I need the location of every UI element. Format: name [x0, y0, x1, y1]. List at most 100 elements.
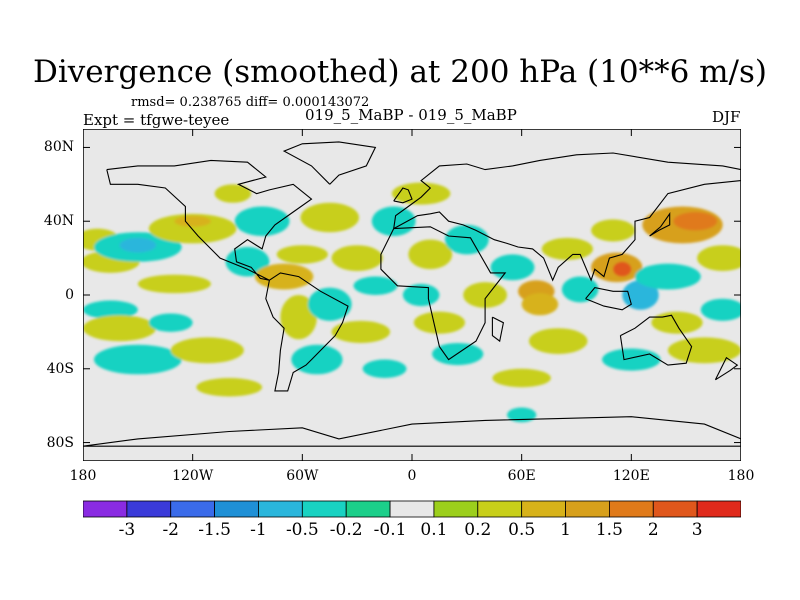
divergence-contour	[83, 315, 157, 342]
coastline	[393, 187, 413, 204]
coastline	[649, 212, 671, 237]
divergence-contour	[307, 287, 352, 321]
divergence-contour	[225, 247, 270, 277]
colorbar-swatch	[433, 500, 479, 518]
plot-title: Divergence (smoothed) at 200 hPa (10**6 …	[33, 54, 767, 90]
divergence-contour	[331, 320, 391, 343]
colorbar-label: -0.2	[329, 520, 363, 540]
divergence-contour	[413, 311, 466, 334]
colorbar-swatch	[389, 500, 435, 518]
colorbar-swatch	[301, 500, 347, 518]
colorbar-swatch	[214, 500, 259, 518]
coastline	[585, 286, 632, 311]
rmsd-diff-stats: rmsd= 0.238765 diff= 0.000143072	[131, 95, 370, 110]
colorbar-label: 0.1	[420, 520, 448, 540]
colorbar-label: -1.5	[198, 520, 231, 540]
coastline	[619, 314, 693, 366]
lat-tick-label: 0	[65, 287, 74, 303]
colorbar-swatch	[126, 500, 172, 518]
colorbar-label: 1	[560, 520, 571, 540]
divergence-contour	[444, 224, 489, 255]
divergence-contour	[276, 245, 328, 264]
divergence-contour	[196, 378, 263, 397]
colorbar-swatch	[565, 500, 610, 518]
season-label: DJF	[712, 108, 741, 126]
divergence-contour	[591, 219, 635, 242]
divergence-contour	[507, 407, 537, 423]
divergence-contour	[254, 263, 314, 290]
colorbar-swatch	[170, 500, 215, 518]
colorbar-label: -0.5	[285, 520, 319, 540]
colorbar-label: 0.5	[508, 520, 536, 540]
divergence-contour	[371, 206, 416, 236]
divergence-contour	[634, 263, 701, 290]
divergence-contour	[174, 215, 211, 227]
lon-tick-label: 180	[727, 468, 755, 484]
divergence-contour	[561, 276, 599, 303]
divergence-map	[83, 129, 741, 461]
divergence-contour	[463, 282, 508, 308]
divergence-contour	[83, 300, 138, 319]
coastline	[714, 356, 739, 381]
lat-tick-label: 80N	[43, 139, 74, 156]
divergence-contour	[93, 344, 182, 375]
lon-tick-label: 120E	[612, 468, 650, 484]
colorbar-swatch	[258, 500, 303, 518]
colorbar-swatch	[521, 500, 566, 518]
divergence-contour	[651, 311, 703, 334]
divergence-contour	[331, 245, 383, 272]
experiment-label: Expt = tfgwe-teyee	[83, 111, 230, 129]
divergence-contour	[234, 206, 290, 236]
colorbar-label: -0.1	[373, 520, 407, 540]
colorbar-label: -2	[162, 520, 179, 540]
colorbar-label: -1	[250, 520, 267, 540]
coastline	[265, 272, 349, 392]
lat-tick-label: 40N	[43, 213, 74, 230]
divergence-contour	[402, 283, 440, 307]
colorbar-swatch	[477, 500, 523, 518]
divergence-contour	[541, 237, 593, 260]
divergence-contour	[408, 239, 453, 270]
divergence-contour	[697, 245, 741, 272]
colorbar-swatch	[696, 500, 741, 518]
colorbar-label: 1.5	[595, 520, 623, 540]
divergence-contour	[170, 337, 244, 364]
coastline	[491, 316, 505, 343]
coastline	[393, 152, 741, 282]
divergence-contour	[353, 276, 398, 295]
colorbar	[83, 500, 741, 518]
divergence-contour	[528, 328, 588, 355]
colorbar-label: 0.2	[464, 520, 492, 540]
divergence-contour	[673, 212, 718, 231]
coastline	[380, 226, 507, 361]
divergence-contour	[667, 337, 741, 364]
colorbar-label: -3	[118, 520, 136, 540]
lon-tick-label: 60E	[507, 468, 536, 484]
divergence-contour	[280, 295, 317, 340]
coastline	[282, 141, 377, 185]
divergence-contour	[119, 237, 157, 253]
divergence-contour	[490, 254, 535, 281]
lon-tick-label: 0	[407, 468, 417, 484]
coastline	[106, 159, 313, 281]
colorbar-label: 3	[691, 520, 703, 540]
divergence-contour	[613, 261, 632, 277]
colorbar-label: 2	[647, 520, 659, 540]
divergence-contour	[700, 298, 741, 321]
lat-tick-label: 80S	[46, 434, 74, 451]
lon-tick-label: 120W	[172, 468, 214, 484]
divergence-contour	[391, 182, 451, 205]
divergence-contour	[148, 313, 193, 332]
divergence-contour	[362, 359, 407, 378]
colorbar-swatch	[609, 500, 654, 518]
divergence-contour	[291, 344, 343, 375]
colorbar-swatch	[345, 500, 391, 518]
colorbar-swatch	[83, 500, 128, 518]
divergence-contour	[214, 184, 252, 203]
divergence-contour	[521, 293, 559, 316]
divergence-contour	[300, 202, 359, 233]
divergence-contour	[148, 213, 237, 244]
divergence-contour	[492, 368, 551, 388]
lon-tick-label: 60W	[286, 468, 319, 484]
divergence-contour	[137, 274, 211, 294]
